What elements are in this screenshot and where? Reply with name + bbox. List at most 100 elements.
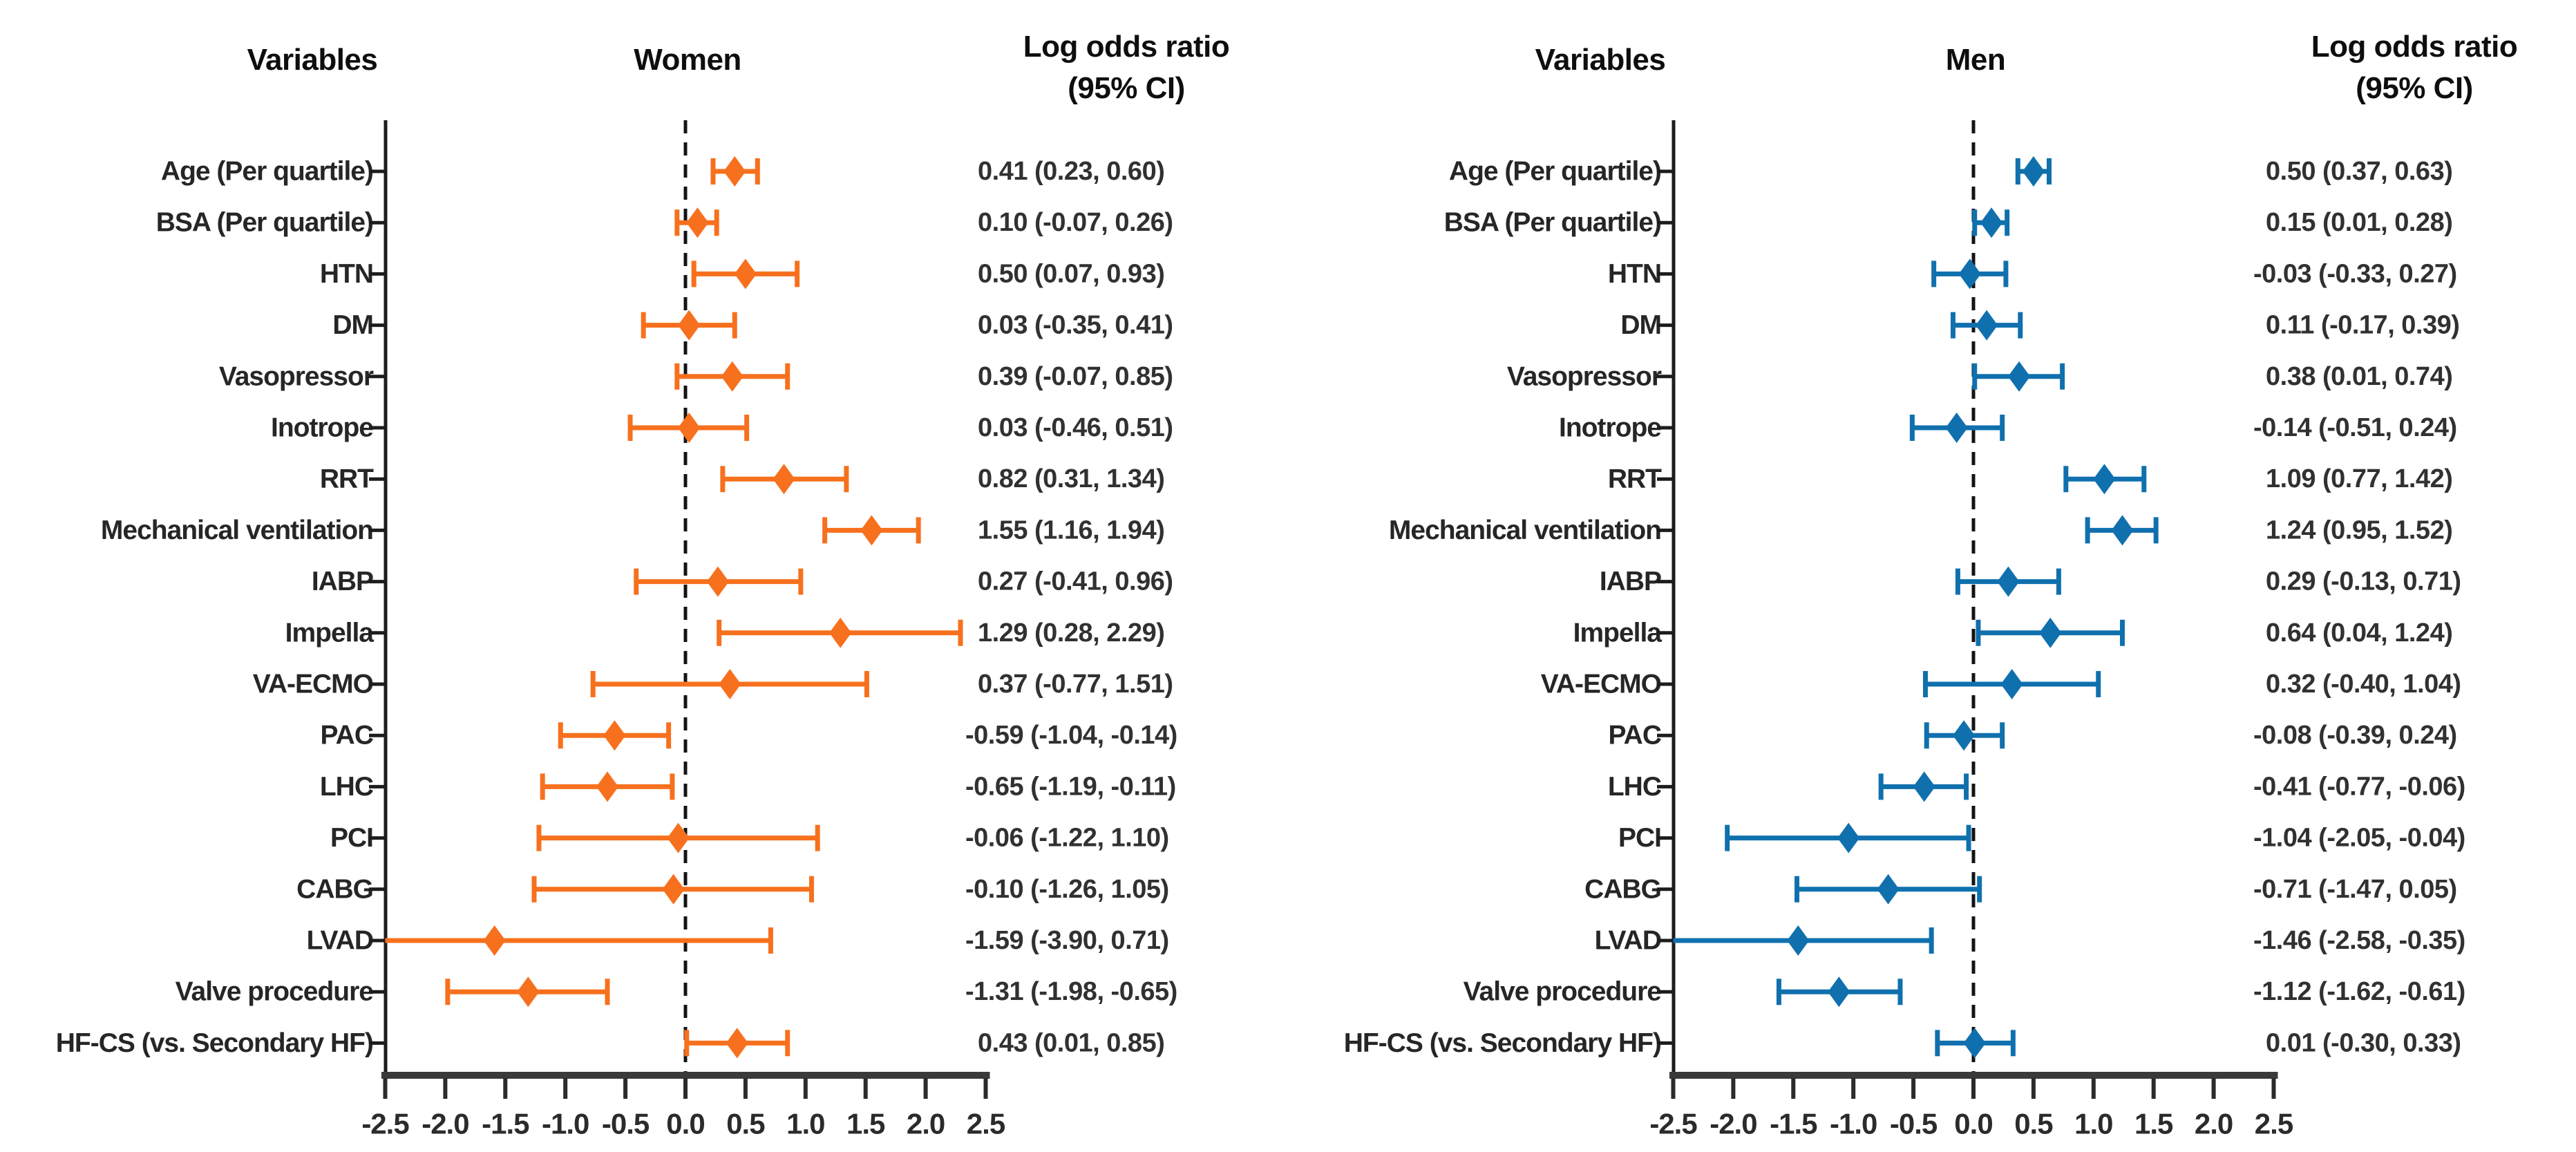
estimate-marker: [773, 464, 795, 495]
variable-label: VA-ECMO: [253, 670, 373, 699]
estimate-ci-label: 0.01 (-0.30, 0.33): [2266, 1028, 2461, 1057]
estimate-marker: [723, 156, 746, 187]
panel-women: Variables Women Log odds ratio (95% CI) …: [0, 0, 1288, 1149]
variable-label: PAC: [1609, 721, 1662, 750]
variable-label: Vasopressor: [219, 361, 374, 391]
forest-plot-svg: -2.5 -2.0 -1.5 -1.0 -0.5 0.0 0.5 1.0 1.5 2.0 2.5 Ag…: [56, 120, 1177, 1140]
estimate-ci-label: -0.71 (-1.47, 0.05): [2253, 875, 2457, 904]
variable-label: Impella: [285, 618, 375, 648]
variable-label: BSA (Per quartile): [156, 208, 373, 238]
women-forest-plot: -2.5 -2.0 -1.5 -1.0 -0.5 0.0 0.5 1.0 1.5 2.0 2.5 Ag…: [0, 0, 1288, 1149]
x-tick-label: -1.5: [482, 1108, 529, 1140]
estimate-ci-label: 0.10 (-0.07, 0.26): [978, 208, 1173, 237]
x-tick-label: -1.0: [1830, 1108, 1877, 1140]
variable-label: LHC: [320, 772, 374, 802]
variable-label: HTN: [320, 259, 373, 289]
estimate-marker: [2039, 617, 2062, 648]
variable-label: HF-CS (vs. Secondary HF): [1344, 1028, 1661, 1058]
x-tick-label: 2.5: [2255, 1108, 2293, 1140]
estimate-marker: [662, 874, 685, 905]
estimate-ci-label: 1.55 (1.16, 1.94): [978, 516, 1164, 545]
x-tick-label: 1.5: [2134, 1108, 2173, 1140]
estimate-ci-label: 0.29 (-0.13, 0.71): [2266, 567, 2461, 596]
estimate-marker: [603, 720, 626, 751]
x-tick-label: 0.5: [2014, 1108, 2053, 1140]
estimate-marker: [2000, 669, 2023, 699]
estimate-marker: [726, 1028, 748, 1059]
estimate-ci-label: 1.29 (0.28, 2.29): [978, 619, 1164, 648]
column-header-log-odds: Log odds ratio (95% CI): [1023, 26, 1230, 109]
variable-label: IABP: [1600, 567, 1661, 596]
column-header-log-odds-line1: Log odds ratio: [2311, 30, 2518, 64]
x-tick-label: 0.0: [666, 1108, 704, 1140]
estimate-marker: [1958, 258, 1981, 290]
estimate-marker: [1828, 976, 1850, 1008]
estimate-ci-label: -1.31 (-1.98, -0.65): [965, 977, 1177, 1006]
x-tick-label: -2.5: [1649, 1108, 1697, 1140]
estimate-marker: [860, 515, 883, 546]
estimate-marker: [721, 361, 744, 392]
estimate-ci-label: -0.14 (-0.51, 0.24): [2253, 413, 2457, 442]
estimate-ci-label: 0.11 (-0.17, 0.39): [2266, 311, 2459, 340]
variable-label: Impella: [1573, 618, 1663, 648]
estimate-marker: [1980, 207, 2003, 238]
estimate-marker: [1976, 310, 1998, 341]
variable-label: Age (Per quartile): [1449, 157, 1661, 187]
variable-label: DM: [1620, 310, 1661, 340]
x-tick-label: -2.0: [1710, 1108, 1756, 1140]
panel-men: Variables Men Log odds ratio (95% CI) -2…: [1288, 0, 2576, 1149]
x-tick-label: -2.5: [361, 1108, 409, 1140]
estimate-ci-label: 1.09 (0.77, 1.42): [2266, 464, 2452, 493]
estimate-marker: [1787, 925, 1810, 956]
estimate-ci-label: 0.50 (0.37, 0.63): [2266, 157, 2452, 186]
x-tick-label: -1.0: [542, 1108, 589, 1140]
estimate-marker: [2022, 156, 2045, 187]
estimate-ci-label: -0.03 (-0.33, 0.27): [2253, 259, 2457, 288]
variable-label: VA-ECMO: [1541, 670, 1661, 699]
variable-label: Vasopressor: [1507, 361, 1662, 391]
x-tick-label: -1.5: [1770, 1108, 1817, 1140]
x-tick-label: 0.5: [726, 1108, 765, 1140]
column-header-group-men: Men: [1945, 43, 2006, 77]
estimate-ci-label: -1.59 (-3.90, 0.71): [965, 926, 1169, 955]
estimate-ci-label: 1.24 (0.95, 1.52): [2266, 516, 2452, 545]
estimate-marker: [1997, 566, 2020, 597]
variable-label: Mechanical ventilation: [1389, 516, 1661, 545]
estimate-ci-label: 0.43 (0.01, 0.85): [978, 1028, 1164, 1057]
variable-label: LHC: [1608, 772, 1662, 802]
estimate-marker: [2111, 515, 2134, 546]
estimate-marker: [1963, 1028, 1986, 1059]
estimate-ci-label: 0.03 (-0.35, 0.41): [978, 311, 1173, 340]
variable-label: CABG: [1584, 874, 1661, 904]
variable-label: PAC: [321, 721, 374, 750]
estimate-ci-label: -0.08 (-0.39, 0.24): [2253, 721, 2457, 750]
estimate-marker: [678, 310, 701, 341]
estimate-marker: [1877, 874, 1900, 905]
estimate-marker: [686, 207, 709, 238]
estimate-marker: [596, 771, 619, 802]
variable-label: HF-CS (vs. Secondary HF): [56, 1028, 373, 1058]
x-tick-label: 1.0: [2074, 1108, 2112, 1140]
estimate-marker: [2093, 464, 2116, 495]
x-tick-label: -2.0: [422, 1108, 468, 1140]
estimate-ci-label: 0.39 (-0.07, 0.85): [978, 362, 1173, 391]
estimate-ci-label: 0.41 (0.23, 0.60): [978, 157, 1164, 186]
variable-label: BSA (Per quartile): [1444, 208, 1661, 238]
variable-label: IABP: [312, 567, 373, 596]
column-header-variables: Variables: [247, 43, 378, 77]
column-header-log-odds-line2: (95% CI): [2356, 71, 2473, 105]
x-tick-label: 2.5: [967, 1108, 1005, 1140]
estimate-ci-label: 0.38 (0.01, 0.74): [2266, 362, 2452, 391]
column-header-log-odds: Log odds ratio (95% CI): [2311, 26, 2518, 109]
estimate-ci-label: -1.04 (-2.05, -0.04): [2253, 824, 2465, 853]
estimate-ci-label: 0.03 (-0.46, 0.51): [978, 413, 1173, 442]
estimate-ci-label: -0.06 (-1.22, 1.10): [965, 824, 1169, 853]
variable-label: DM: [332, 310, 373, 340]
estimate-ci-label: -1.46 (-2.58, -0.35): [2253, 926, 2465, 955]
estimate-marker: [829, 617, 852, 648]
variable-label: Inotrope: [1559, 413, 1661, 443]
column-header-group-women: Women: [634, 43, 741, 77]
variable-label: Valve procedure: [176, 977, 374, 1007]
variable-label: RRT: [320, 464, 374, 494]
estimate-ci-label: 0.64 (0.04, 1.24): [2266, 619, 2452, 648]
